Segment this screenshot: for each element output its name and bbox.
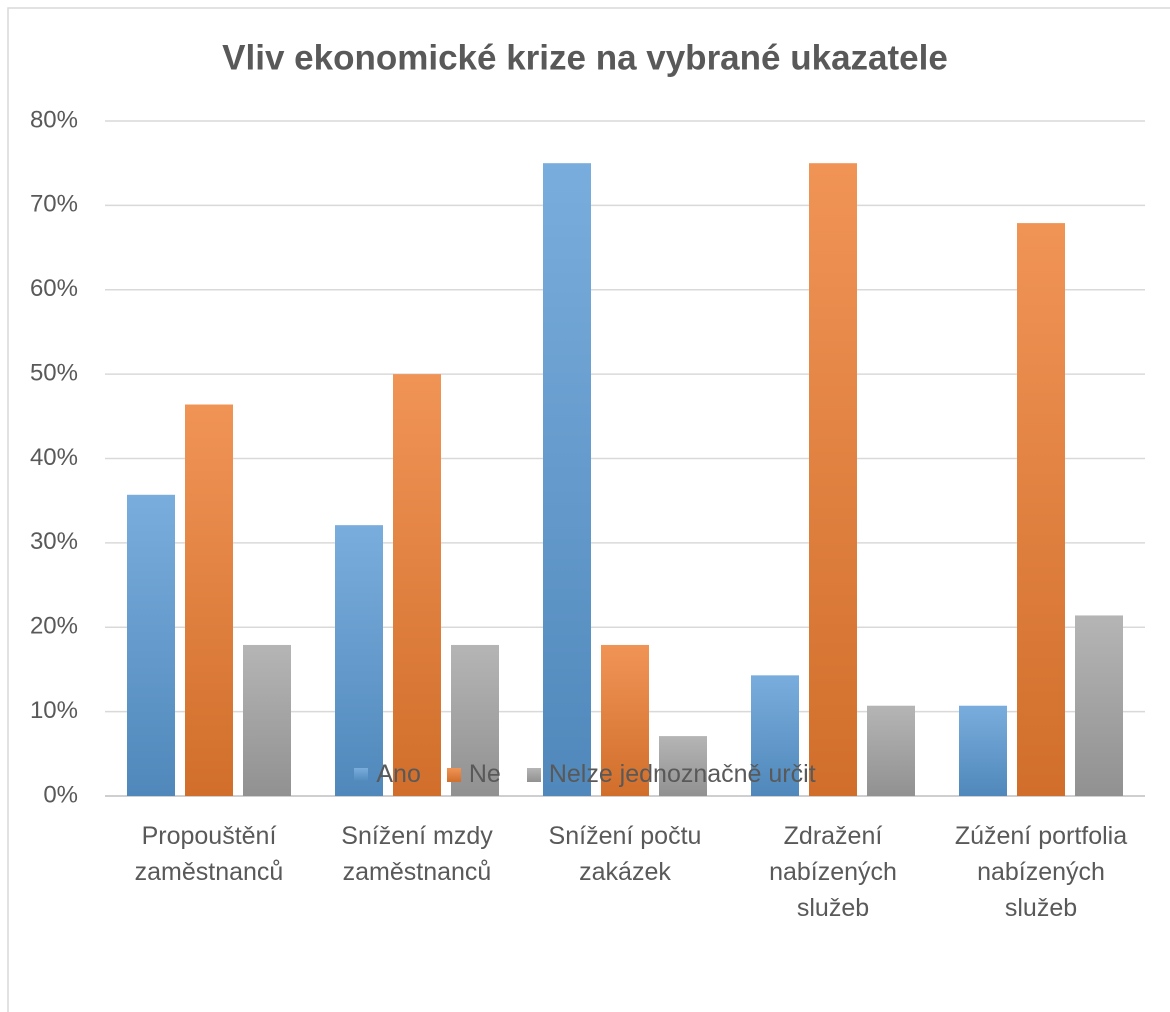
- legend-item: Ano: [354, 760, 421, 789]
- y-tick-label: 70%: [30, 191, 78, 218]
- bar: [959, 705, 1007, 796]
- bar: [393, 374, 441, 796]
- bar: [809, 163, 857, 796]
- bar: [751, 675, 799, 796]
- legend-item: Nelze jednoznačně určit: [526, 760, 816, 789]
- bar: [335, 525, 383, 796]
- legend-item: Ne: [446, 760, 501, 789]
- bar: [243, 644, 291, 796]
- y-tick-label: 30%: [30, 528, 78, 555]
- legend-swatch: [526, 767, 541, 782]
- x-tick-label: Snížení počtu zakázek: [548, 822, 702, 886]
- bar: [543, 163, 591, 796]
- bar: [867, 705, 915, 796]
- legend-swatch: [354, 767, 369, 782]
- y-tick-label: 10%: [30, 697, 78, 724]
- y-tick-label: 60%: [30, 275, 78, 302]
- bar: [185, 404, 233, 796]
- legend-label: Nelze jednoznačně určit: [548, 760, 816, 788]
- legend-label: Ne: [468, 760, 501, 788]
- y-tick-label: 0%: [43, 781, 78, 808]
- y-tick-label: 20%: [30, 613, 78, 640]
- x-tick-label: Zdražení nabízených služeb: [769, 822, 897, 922]
- bar: [659, 736, 707, 796]
- y-tick-label: 80%: [30, 106, 78, 133]
- bar: [127, 494, 175, 796]
- y-tick-label: 40%: [30, 444, 78, 471]
- y-tick-label: 50%: [30, 359, 78, 386]
- bar: [1075, 615, 1123, 796]
- legend: Ano Ne Nelze jednoznačně určit: [0, 760, 1170, 789]
- legend-label: Ano: [376, 760, 421, 788]
- x-tick-label: Propouštění zaměstnanců: [134, 822, 284, 886]
- chart-frame: [7, 7, 1170, 1012]
- chart-title: Vliv ekonomické krize na vybrané ukazate…: [222, 38, 948, 77]
- x-tick-label: Snížení mzdy zaměstnanců: [341, 822, 493, 886]
- bar: [601, 644, 649, 796]
- legend-swatch: [446, 767, 461, 782]
- bar: [1017, 223, 1065, 796]
- x-tick-label: Zúžení portfolia nabízených služeb: [954, 822, 1128, 922]
